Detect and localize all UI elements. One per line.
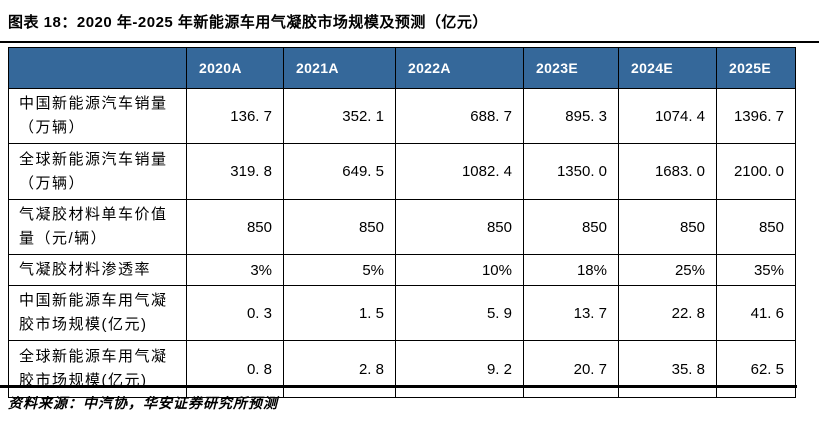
table-cell: 850: [186, 199, 284, 255]
table-cell: 649. 5: [283, 143, 396, 200]
table-cell: 62. 5: [716, 340, 796, 398]
table-cell: 1350. 0: [523, 143, 619, 200]
table-cell: 25%: [618, 254, 717, 286]
title-divider-rule: [0, 41, 819, 43]
table-cell: 688. 7: [395, 88, 524, 144]
row-label: 全球新能源汽车销量（万辆）: [8, 143, 187, 200]
table-cell: 895. 3: [523, 88, 619, 144]
table-cell: 35. 8: [618, 340, 717, 398]
table-cell: 20. 7: [523, 340, 619, 398]
column-header-2021a: 2021A: [283, 47, 396, 89]
column-header-2022a: 2022A: [395, 47, 524, 89]
table-cell: 35%: [716, 254, 796, 286]
table-row: 气凝胶材料渗透率 3% 5% 10% 18% 25% 35%: [8, 254, 796, 286]
table-cell: 850: [395, 199, 524, 255]
table-row: 中国新能源汽车销量（万辆） 136. 7 352. 1 688. 7 895. …: [8, 88, 796, 144]
corner-cell: [8, 47, 187, 89]
table-row: 全球新能源车用气凝胶市场规模(亿元) 0. 8 2. 8 9. 2 20. 7 …: [8, 340, 796, 398]
table-cell: 10%: [395, 254, 524, 286]
aerogel-market-table: 2020A 2021A 2022A 2023E 2024E 2025E 中国新能…: [8, 47, 796, 398]
source-note: 资料来源：中汽协，华安证券研究所预测: [8, 397, 278, 412]
column-header-2025e: 2025E: [716, 47, 796, 89]
table-cell: 1396. 7: [716, 88, 796, 144]
table-cell: 136. 7: [186, 88, 284, 144]
table-cell: 850: [618, 199, 717, 255]
row-label: 气凝胶材料单车价值量（元/辆）: [8, 199, 187, 255]
table-cell: 0. 8: [186, 340, 284, 398]
table-cell: 41. 6: [716, 285, 796, 341]
table-cell: 5%: [283, 254, 396, 286]
table-cell: 9. 2: [395, 340, 524, 398]
table-cell: 0. 3: [186, 285, 284, 341]
table-row: 中国新能源车用气凝胶市场规模(亿元) 0. 3 1. 5 5. 9 13. 7 …: [8, 285, 796, 341]
row-label: 全球新能源车用气凝胶市场规模(亿元): [8, 340, 187, 398]
table-cell: 352. 1: [283, 88, 396, 144]
column-header-2023e: 2023E: [523, 47, 619, 89]
row-label: 中国新能源车用气凝胶市场规模(亿元): [8, 285, 187, 341]
table-bottom-rule: [0, 385, 797, 388]
figure-title: 图表 18：2020 年-2025 年新能源车用气凝胶市场规模及预测（亿元）: [8, 14, 488, 31]
table-cell: 2. 8: [283, 340, 396, 398]
column-header-2024e: 2024E: [618, 47, 717, 89]
table-cell: 850: [716, 199, 796, 255]
table-cell: 22. 8: [618, 285, 717, 341]
header-row: 2020A 2021A 2022A 2023E 2024E 2025E: [8, 47, 796, 89]
row-label: 气凝胶材料渗透率: [8, 254, 187, 286]
column-header-2020a: 2020A: [186, 47, 284, 89]
table-row: 全球新能源汽车销量（万辆） 319. 8 649. 5 1082. 4 1350…: [8, 143, 796, 200]
table-cell: 18%: [523, 254, 619, 286]
table-cell: 319. 8: [186, 143, 284, 200]
table-cell: 3%: [186, 254, 284, 286]
table-row: 气凝胶材料单车价值量（元/辆） 850 850 850 850 850 850: [8, 199, 796, 255]
table-cell: 1. 5: [283, 285, 396, 341]
table-cell: 1082. 4: [395, 143, 524, 200]
row-label: 中国新能源汽车销量（万辆）: [8, 88, 187, 144]
table-cell: 1683. 0: [618, 143, 717, 200]
table-cell: 5. 9: [395, 285, 524, 341]
table-cell: 13. 7: [523, 285, 619, 341]
table-cell: 2100. 0: [716, 143, 796, 200]
table-cell: 1074. 4: [618, 88, 717, 144]
table-cell: 850: [283, 199, 396, 255]
table-cell: 850: [523, 199, 619, 255]
